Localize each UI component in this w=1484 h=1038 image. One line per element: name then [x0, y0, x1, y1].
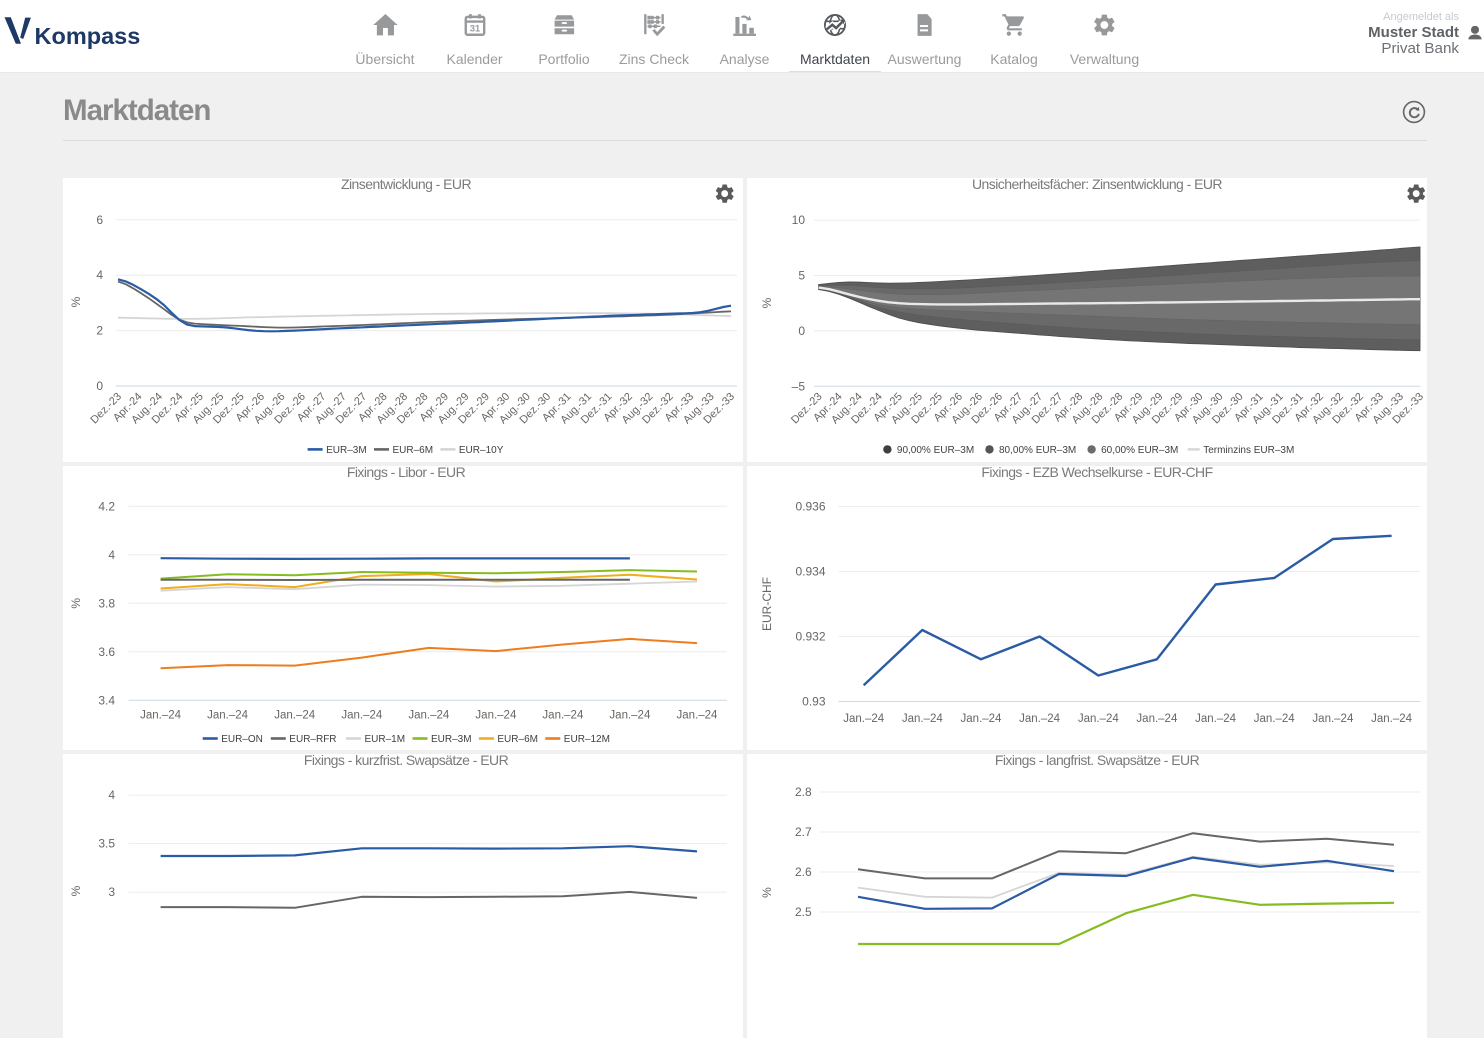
svg-text:EUR–ON: EUR–ON: [221, 734, 263, 745]
svg-text:%: %: [760, 297, 774, 308]
svg-text:Jan.–24: Jan.–24: [1371, 713, 1413, 725]
svg-text:3.6: 3.6: [98, 644, 115, 658]
svg-text:3.4: 3.4: [98, 693, 115, 707]
svg-text:Jan.–24: Jan.–24: [843, 713, 885, 725]
svg-text:Jan.–24: Jan.–24: [1078, 713, 1120, 725]
svg-text:Jan.–24: Jan.–24: [609, 709, 651, 721]
svg-text:EUR–6M: EUR–6M: [393, 445, 434, 456]
svg-text:0: 0: [798, 323, 805, 337]
svg-text:2: 2: [96, 323, 103, 337]
svg-text:Jan.–24: Jan.–24: [1312, 713, 1354, 725]
svg-text:31: 31: [469, 24, 479, 34]
svg-text:3: 3: [108, 885, 115, 899]
svg-text:4.2: 4.2: [98, 499, 115, 513]
svg-text:3.5: 3.5: [98, 836, 115, 850]
svg-text:2.7: 2.7: [795, 825, 812, 839]
svg-text:Fixings - langfrist. Swapsätze: Fixings - langfrist. Swapsätze - EUR: [995, 754, 1200, 768]
svg-text:2.5: 2.5: [795, 905, 812, 919]
svg-text:90,00% EUR–3M: 90,00% EUR–3M: [897, 445, 974, 456]
svg-text:60,00% EUR–3M: 60,00% EUR–3M: [1101, 445, 1178, 456]
svg-text:3.8: 3.8: [98, 596, 115, 610]
svg-text:Jan.–24: Jan.–24: [341, 709, 383, 721]
svg-text:Jan.–24: Jan.–24: [902, 713, 944, 725]
svg-text:EUR–10Y: EUR–10Y: [459, 445, 504, 456]
svg-text:Unsicherheitsfächer: Zinsentwi: Unsicherheitsfächer: Zinsentwicklung - E…: [972, 178, 1222, 192]
svg-text:EUR–3M: EUR–3M: [431, 734, 472, 745]
svg-text:0.936: 0.936: [795, 499, 825, 513]
svg-text:EUR–12M: EUR–12M: [564, 734, 610, 745]
svg-text:Jan.–24: Jan.–24: [274, 709, 316, 721]
svg-text:Fixings - EZB Wechselkurse - E: Fixings - EZB Wechselkurse - EUR-CHF: [981, 466, 1212, 480]
svg-text:Jan.–24: Jan.–24: [677, 709, 719, 721]
svg-text:4: 4: [108, 788, 115, 802]
svg-text:Terminzins EUR–3M: Terminzins EUR–3M: [1203, 445, 1294, 456]
svg-text:Fixings - Libor - EUR: Fixings - Libor - EUR: [347, 466, 466, 480]
svg-text:–5: –5: [792, 379, 806, 393]
svg-text:EUR-CHF: EUR-CHF: [760, 577, 774, 631]
svg-text:%: %: [69, 885, 83, 896]
svg-text:%: %: [69, 597, 83, 608]
svg-text:Jan.–24: Jan.–24: [1195, 713, 1237, 725]
svg-text:Jan.–24: Jan.–24: [408, 709, 450, 721]
svg-text:Jan.–24: Jan.–24: [1136, 713, 1178, 725]
svg-text:Kompass: Kompass: [35, 23, 141, 49]
svg-text:0.93: 0.93: [802, 694, 826, 708]
svg-text:5: 5: [798, 268, 805, 282]
svg-text:EUR–RFR: EUR–RFR: [289, 734, 336, 745]
svg-text:EUR–6M: EUR–6M: [497, 734, 538, 745]
svg-text:Jan.–24: Jan.–24: [961, 713, 1003, 725]
svg-text:Jan.–24: Jan.–24: [1019, 713, 1061, 725]
svg-text:4: 4: [96, 268, 103, 282]
svg-text:0.934: 0.934: [795, 564, 825, 578]
svg-text:6: 6: [96, 212, 103, 226]
svg-text:%: %: [760, 886, 774, 897]
svg-text:Fixings - kurzfrist. Swapsätze: Fixings - kurzfrist. Swapsätze - EUR: [304, 754, 509, 768]
svg-text:Zinsentwicklung - EUR: Zinsentwicklung - EUR: [341, 178, 471, 192]
svg-text:Jan.–24: Jan.–24: [140, 709, 182, 721]
svg-text:2.6: 2.6: [795, 865, 812, 879]
svg-text:Jan.–24: Jan.–24: [207, 709, 249, 721]
svg-text:Jan.–24: Jan.–24: [475, 709, 517, 721]
svg-text:80,00% EUR–3M: 80,00% EUR–3M: [999, 445, 1076, 456]
svg-text:2.8: 2.8: [795, 785, 812, 799]
svg-text:EUR–1M: EUR–1M: [365, 734, 406, 745]
svg-text:0: 0: [96, 379, 103, 393]
svg-text:4: 4: [108, 547, 115, 561]
svg-text:Jan.–24: Jan.–24: [1254, 713, 1296, 725]
svg-text:EUR–3M: EUR–3M: [326, 445, 367, 456]
svg-text:Jan.–24: Jan.–24: [542, 709, 584, 721]
svg-text:0.932: 0.932: [795, 629, 825, 643]
svg-text:%: %: [69, 296, 83, 307]
svg-text:10: 10: [792, 213, 806, 227]
